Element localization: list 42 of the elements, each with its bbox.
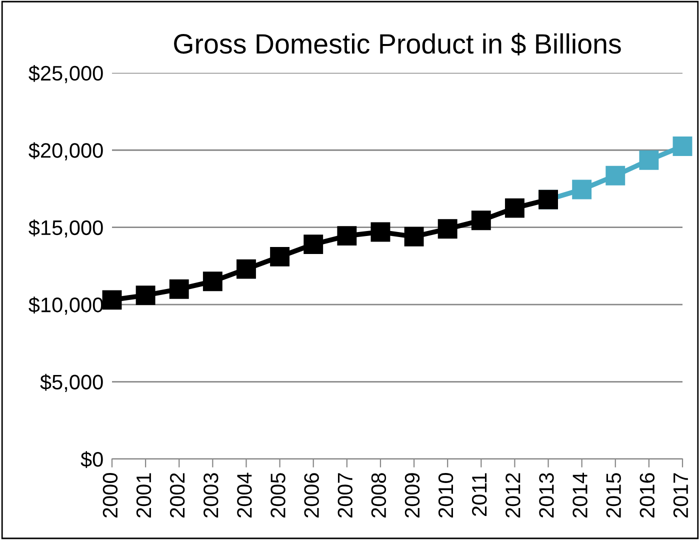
y-tick-label: $20,000 (28, 142, 103, 160)
point (572, 180, 592, 200)
y-tick-label: $10,000 (28, 296, 103, 315)
point (639, 150, 659, 170)
point (471, 210, 491, 230)
x-tick-label: 2007 (338, 473, 353, 518)
x-tick-label: 2008 (371, 473, 386, 518)
point (270, 246, 290, 266)
point (404, 226, 424, 246)
x-tick-label: 2003 (204, 473, 218, 518)
x-tick-label: 2002 (170, 473, 185, 518)
x-tick-label: 2012 (506, 473, 520, 518)
x-tick-label: 2010 (438, 473, 454, 518)
x-tick-label: 2011 (472, 473, 487, 516)
y-tick-label: $25,000 (28, 65, 103, 84)
x-tick-label: 2013 (539, 473, 554, 518)
y-tick-label: $5,000 (40, 374, 103, 392)
chart-title: Gross Domestic Product in $ Billions (174, 32, 621, 56)
point (672, 136, 692, 156)
point (304, 234, 324, 254)
point (606, 166, 626, 186)
x-tick-label: 2001 (136, 473, 152, 518)
point (438, 219, 458, 239)
point (169, 279, 189, 299)
point (337, 226, 357, 246)
x-tick-label: 2004 (237, 472, 252, 518)
point (370, 222, 390, 242)
x-tick-label: 2005 (270, 473, 286, 518)
x-tick-label: 2015 (606, 473, 621, 518)
point (202, 272, 222, 292)
x-tick-label: 2006 (304, 473, 319, 518)
point (236, 259, 256, 279)
x-tick-label: 2009 (404, 473, 420, 518)
x-tick-label: 2016 (640, 473, 655, 518)
point (136, 286, 156, 306)
y-tick-label: $0 (80, 451, 103, 468)
y-tick-label: $15,000 (28, 219, 103, 238)
point (102, 290, 122, 310)
x-tick-label: 2014 (572, 472, 588, 518)
point (504, 198, 524, 218)
x-tick-label: 2017 (673, 473, 688, 518)
x-tick-label: 2000 (102, 473, 118, 518)
